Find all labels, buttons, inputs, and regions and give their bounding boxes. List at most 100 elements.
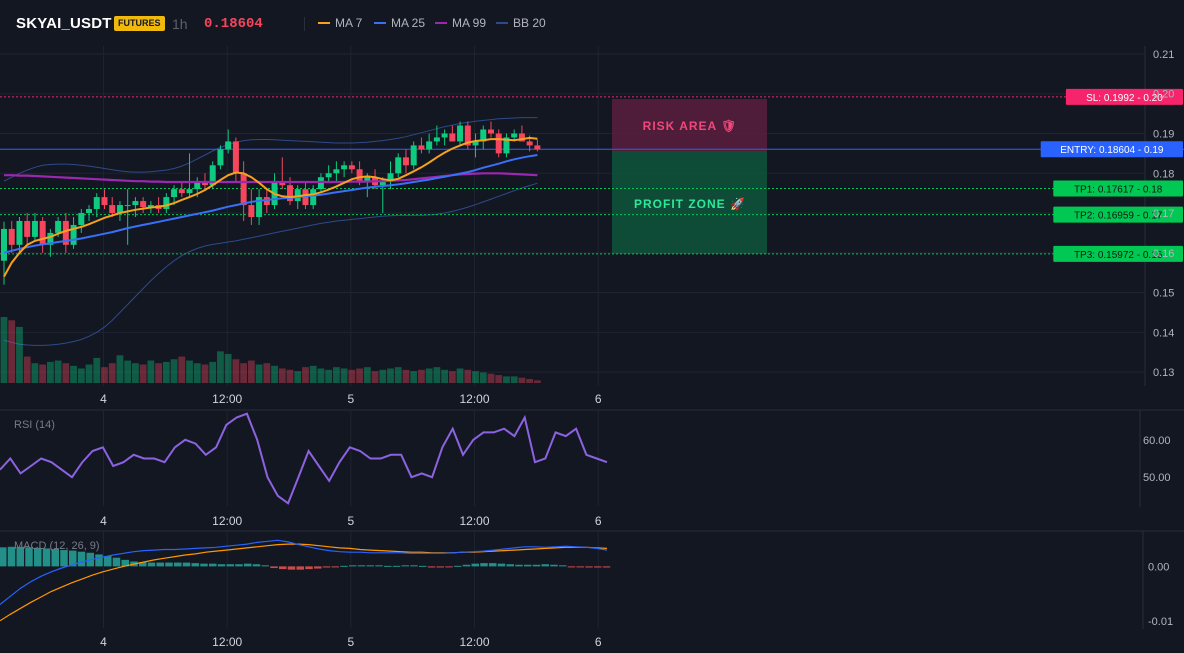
- time-axis: 4 4 4 12:00 12:00 12:00 5 5 5 12:00 12:00 12:00 6 6 6: [100, 392, 602, 649]
- candle-body: [310, 189, 317, 206]
- price-tick-label: 0.18: [1153, 168, 1174, 180]
- bollinger-bands: [3, 117, 538, 346]
- macd-histogram-bar: [576, 566, 584, 568]
- macd-histogram-bar: [419, 565, 427, 567]
- ma99-swatch: [435, 21, 447, 24]
- bb-upper-band: [3, 117, 538, 182]
- candle-body: [356, 169, 363, 182]
- volume-bar: [101, 367, 108, 383]
- tp3-level-label: TP3: 0.15972 - 0.16: [1074, 250, 1163, 261]
- volume-bar: [309, 365, 317, 383]
- candle-body: [70, 224, 77, 245]
- macd-histogram-bar: [77, 551, 86, 567]
- futures-badge: FUTURES: [114, 16, 165, 31]
- candle-body: [511, 133, 518, 138]
- legend-ma25-label: MA 25: [391, 16, 426, 30]
- macd-histogram-bar: [287, 566, 296, 570]
- candle-body: [256, 197, 263, 217]
- price-tick-label: 0.21: [1153, 49, 1174, 61]
- macd-histogram-bar: [95, 554, 103, 567]
- header-divider: [304, 17, 305, 31]
- volume-bar: [487, 373, 495, 383]
- candle-body: [294, 189, 301, 202]
- legend-ma25[interactable]: MA 25: [374, 16, 425, 30]
- candle-body: [225, 141, 232, 150]
- price-tick-label: 0.14: [1153, 327, 1174, 339]
- candle-body: [503, 137, 510, 154]
- macd-histogram-bar: [147, 562, 156, 567]
- macd-title: MACD (12, 26, 9): [14, 540, 100, 552]
- candle-body: [194, 181, 201, 190]
- entry-level-tag: [1040, 141, 1183, 158]
- macd-histogram-bar: [410, 565, 418, 567]
- candlesticks: [1, 121, 541, 285]
- time-tick-label: 6: [595, 392, 602, 406]
- candle-body: [410, 145, 417, 166]
- volume-bar: [278, 368, 286, 383]
- volume-bar: [124, 360, 132, 383]
- candle-body: [495, 133, 502, 154]
- macd-histogram-bar: [244, 563, 252, 567]
- volume-bar: [479, 372, 487, 383]
- macd-histogram-bar: [322, 566, 331, 568]
- volume-bar: [495, 375, 503, 383]
- volume-bar: [209, 361, 217, 383]
- macd-histogram-bar: [445, 566, 453, 568]
- volume-bar: [23, 356, 31, 383]
- price-tick-label: 0.17: [1153, 208, 1174, 220]
- candle-body: [132, 201, 139, 206]
- legend-bb20-label: BB 20: [513, 16, 546, 30]
- candle-body: [124, 205, 131, 207]
- candle-body: [480, 129, 487, 142]
- time-tick-label: 4: [100, 392, 107, 406]
- candle-body: [55, 220, 62, 233]
- grid-lines: [0, 46, 1145, 628]
- rsi-tick-label: 50.00: [1143, 472, 1171, 484]
- macd-histogram-bar: [515, 564, 523, 567]
- chart-header: SKYAI_USDT FUTURES 1h 0.18604 MA 7 MA 25…: [0, 0, 1184, 46]
- macd-histogram-bar: [550, 564, 558, 567]
- candle-body: [217, 149, 224, 166]
- rsi-time-tick-label: 12:00: [460, 514, 490, 528]
- candle-body: [201, 181, 208, 186]
- legend-bb20[interactable]: BB 20: [496, 16, 546, 30]
- candle-body: [209, 165, 216, 186]
- candle-body: [147, 205, 154, 208]
- volume-bar: [410, 371, 418, 383]
- macd-histogram-bar: [392, 565, 401, 567]
- macd-histogram-bar: [25, 547, 33, 567]
- macd-histogram-bar: [165, 562, 173, 567]
- tp3-level-tag: [1053, 245, 1183, 262]
- volume-bar: [155, 363, 162, 383]
- last-price: 0.18604: [204, 16, 263, 32]
- macd-histogram-bar: [0, 547, 7, 567]
- macd-histogram-bar: [139, 562, 147, 567]
- macd-signal-line: [0, 543, 608, 622]
- macd-histogram-bar: [506, 564, 514, 567]
- candle-body: [62, 220, 69, 245]
- tp2-level-tag: [1053, 206, 1183, 223]
- macd-time-tick-label: 12:00: [212, 635, 242, 649]
- volume-bar: [247, 360, 255, 383]
- macd-histogram-bar: [200, 563, 208, 567]
- volume-bar: [356, 368, 363, 383]
- macd-histogram-bar: [42, 548, 51, 567]
- legend-ma99-label: MA 99: [452, 16, 487, 30]
- volume-bar: [271, 365, 278, 383]
- time-tick-label: 5: [348, 392, 355, 406]
- volume-bar: [93, 357, 101, 383]
- legend-ma7[interactable]: MA 7: [318, 16, 362, 30]
- candle-body: [379, 181, 386, 186]
- trade-zones: RISK AREA 🛡 PROFIT ZONE 🚀: [612, 99, 767, 254]
- risk-area-zone: [612, 99, 767, 151]
- macd-histogram-bar: [357, 565, 366, 567]
- volume-bar: [387, 368, 394, 383]
- macd-histogram-bar: [340, 565, 348, 567]
- volume-bar: [85, 364, 93, 383]
- legend-ma99[interactable]: MA 99: [435, 16, 486, 30]
- candle-body: [449, 133, 456, 142]
- timeframe-label[interactable]: 1h: [172, 16, 188, 32]
- rsi-time-tick-label: 4: [100, 514, 107, 528]
- symbol-name[interactable]: SKYAI_USDT: [16, 15, 112, 32]
